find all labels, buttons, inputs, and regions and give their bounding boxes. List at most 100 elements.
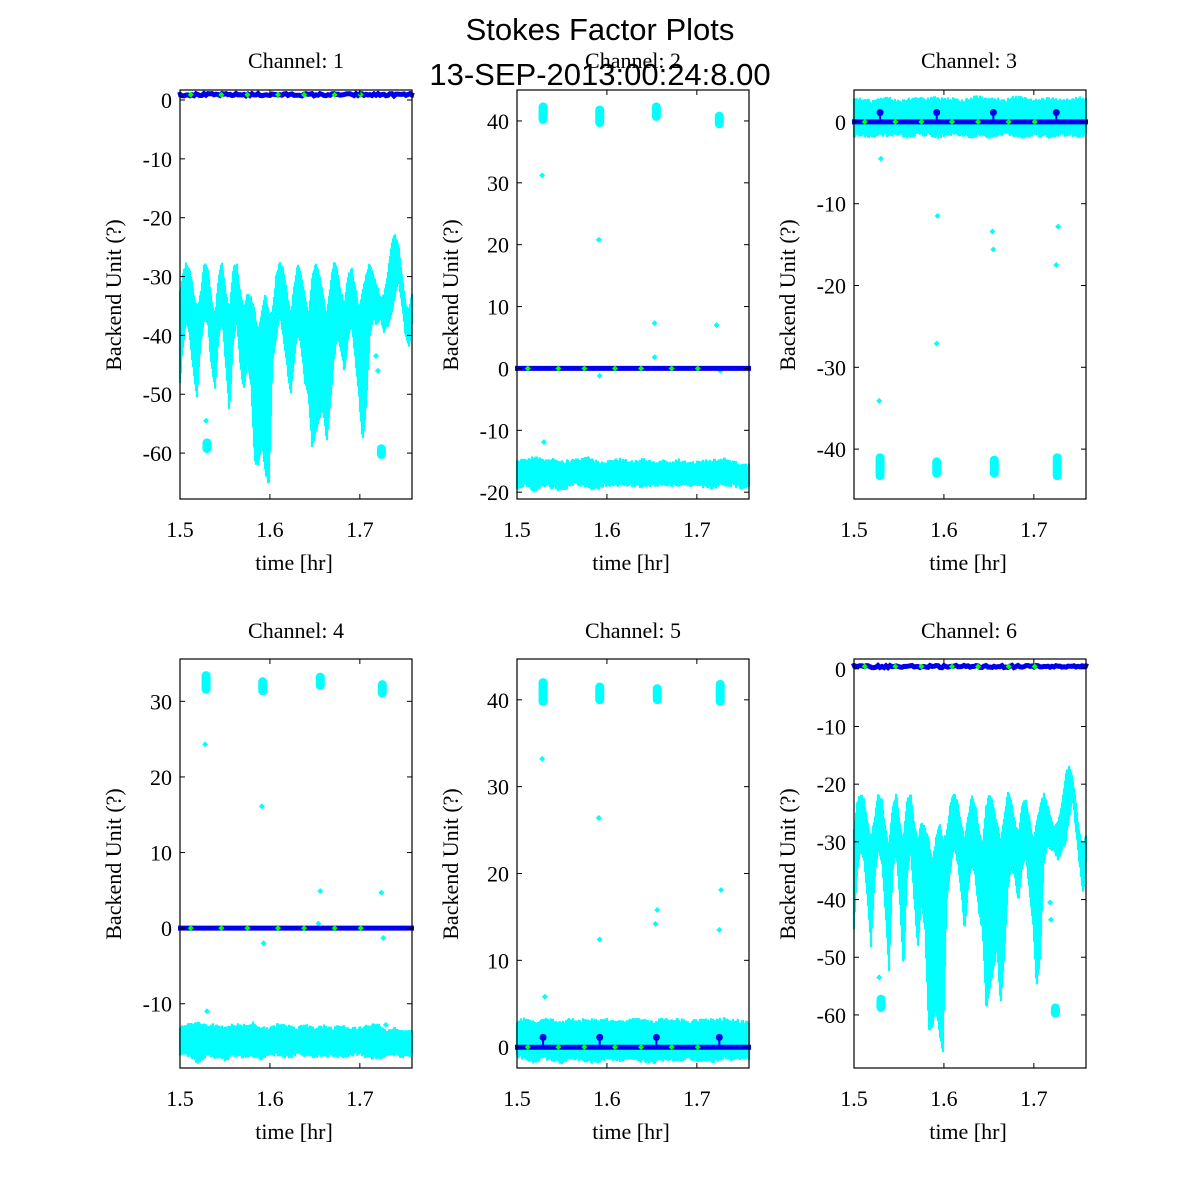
green-marker-point (892, 663, 899, 670)
outlier-point (203, 417, 210, 424)
x-tick-label: 1.5 (166, 1086, 194, 1111)
cluster-point (714, 111, 724, 129)
outlier-point (260, 940, 267, 947)
y-tick-label: -20 (480, 480, 509, 505)
blue-series-line (851, 662, 1089, 672)
outlier-point (934, 212, 941, 219)
y-tick-label: -20 (817, 274, 846, 299)
green-marker-point (275, 925, 282, 932)
green-marker-point (555, 1044, 562, 1051)
y-tick-label: -20 (817, 772, 846, 797)
blue-spike-stem (1055, 112, 1058, 122)
outlier-point (1047, 899, 1054, 906)
x-tick-label: 1.6 (930, 517, 958, 542)
x-axis-label: time [hr] (929, 1119, 1007, 1144)
figure-subtitle: 13-SEP-2013:00:24:8.00 (429, 57, 770, 92)
y-tick-label: -60 (143, 441, 172, 466)
cluster-point (1052, 453, 1062, 481)
y-tick-label: -60 (817, 1003, 846, 1028)
green-marker-point (244, 91, 251, 98)
cyan-band-series (852, 95, 1088, 139)
outlier-point (258, 803, 265, 810)
x-axis-label: time [hr] (592, 550, 670, 575)
green-marker-point (694, 365, 701, 372)
outlier-point (935, 893, 942, 900)
y-axis-label: Backend Unit (?) (438, 788, 463, 940)
axes-frame (516, 89, 750, 500)
outlier-point (877, 155, 884, 162)
outlier-point (374, 367, 381, 374)
panel-title: Channel: 4 (248, 618, 344, 643)
outlier-point (652, 920, 659, 927)
y-tick-label: 30 (150, 689, 172, 714)
plot-area (178, 671, 414, 1064)
cluster-point (651, 102, 661, 121)
green-marker-point (275, 91, 282, 98)
y-tick-label: 20 (150, 765, 172, 790)
outlier-point (595, 814, 602, 821)
blue-spike-stem (992, 112, 995, 122)
cluster-point (258, 677, 268, 696)
cyan-band (515, 456, 751, 493)
green-marker-point (331, 91, 338, 98)
panel-channel-1: Channel: 1 time [hr] Backend Unit (?) 1.… (101, 48, 415, 575)
y-tick-label: 40 (487, 109, 509, 134)
y-axis-label: Backend Unit (?) (775, 788, 800, 940)
outlier-point (539, 172, 546, 179)
x-tick-label: 1.7 (683, 517, 711, 542)
green-marker-point (524, 1044, 531, 1051)
outlier-point (716, 926, 723, 933)
cluster-point (377, 680, 387, 698)
outlier-point (539, 755, 546, 762)
blue-spike-stem (598, 1037, 601, 1048)
panel-channel-3: Channel: 3 time [hr] Backend Unit (?) 1.… (775, 48, 1088, 575)
y-axis-label: Backend Unit (?) (101, 219, 126, 371)
cluster-point (538, 102, 548, 125)
x-tick-label: 1.5 (503, 1086, 531, 1111)
x-tick-label: 1.5 (840, 1086, 868, 1111)
outlier-point (540, 439, 547, 446)
panel-channel-5: Channel: 5 time [hr] Backend Unit (?) 1.… (438, 618, 751, 1144)
outlier-point (990, 246, 997, 253)
x-tick-label: 1.6 (593, 517, 621, 542)
cyan-band (852, 95, 1088, 139)
y-tick-label: -10 (143, 147, 172, 172)
outlier-point (651, 354, 658, 361)
green-marker-point (218, 925, 225, 932)
outlier-point (935, 951, 942, 958)
green-marker-point (244, 925, 251, 932)
green-marker-point (357, 91, 364, 98)
y-tick-label: 30 (487, 775, 509, 800)
y-tick-label: 20 (487, 861, 509, 886)
cyan-band-series (515, 1017, 751, 1065)
plot-area (177, 90, 415, 484)
green-marker-point (694, 1044, 701, 1051)
blue-spike-stem (718, 1037, 721, 1048)
green-marker-point (918, 663, 925, 670)
green-marker-point (581, 365, 588, 372)
cluster-point (715, 679, 725, 706)
y-tick-label: 30 (487, 171, 509, 196)
x-tick-label: 1.6 (593, 1086, 621, 1111)
outlier-point (202, 741, 209, 748)
outlier-point (1047, 916, 1054, 923)
x-tick-label: 1.6 (930, 1086, 958, 1111)
cyan-band-series (178, 1021, 414, 1064)
plot-area (515, 678, 751, 1065)
cluster-point (932, 457, 942, 478)
green-marker-point (861, 663, 868, 670)
y-tick-label: 20 (487, 233, 509, 258)
axes-frame (179, 658, 413, 1069)
outlier-point (596, 372, 603, 379)
x-axis-label: time [hr] (255, 550, 333, 575)
y-tick-label: -10 (143, 992, 172, 1017)
x-tick-label: 1.5 (166, 517, 194, 542)
y-tick-label: 10 (487, 948, 509, 973)
y-tick-label: -50 (817, 945, 846, 970)
panel-title: Channel: 1 (248, 48, 344, 73)
y-axis-label: Backend Unit (?) (438, 219, 463, 371)
y-tick-label: -40 (817, 437, 846, 462)
green-marker-point (612, 365, 619, 372)
y-tick-label: 0 (498, 356, 509, 381)
